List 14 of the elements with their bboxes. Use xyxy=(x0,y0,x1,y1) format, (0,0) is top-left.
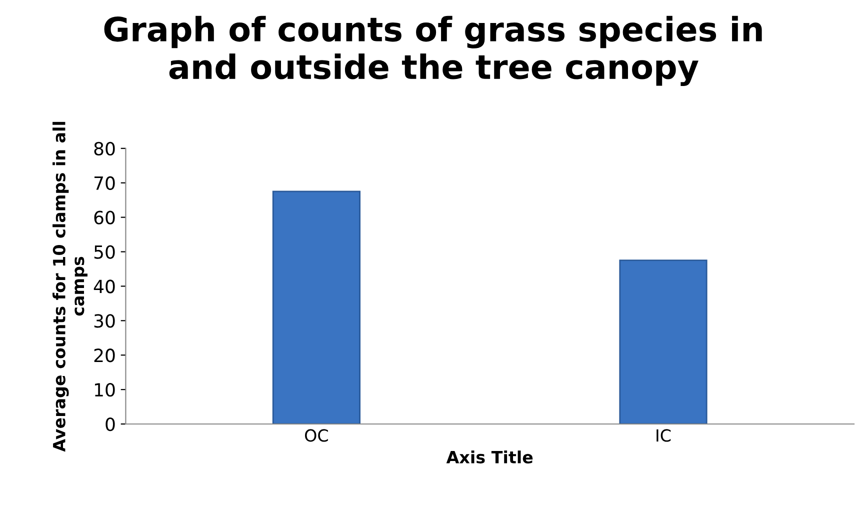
y-tick-label: 0 xyxy=(106,417,115,432)
y-tick-label: 20 xyxy=(94,348,115,362)
y-tick-label: 70 xyxy=(94,176,115,190)
y-tick-label: 50 xyxy=(94,245,115,259)
y-axis-title: Average counts for 10 clamps in all camps xyxy=(52,122,88,452)
x-tick-label: OC xyxy=(305,429,328,442)
y-tick-label: 10 xyxy=(95,383,115,397)
x-tick-label: IC xyxy=(656,429,671,442)
y-tick-label: 80 xyxy=(94,142,115,156)
x-axis-title: Axis Title xyxy=(446,450,533,464)
chart-title: Graph of counts of grass species in and outside the tree canopy xyxy=(104,16,762,86)
y-tick-label: 60 xyxy=(94,210,115,224)
y-tick-label: 40 xyxy=(94,280,115,294)
y-tick-label: 30 xyxy=(94,314,115,328)
